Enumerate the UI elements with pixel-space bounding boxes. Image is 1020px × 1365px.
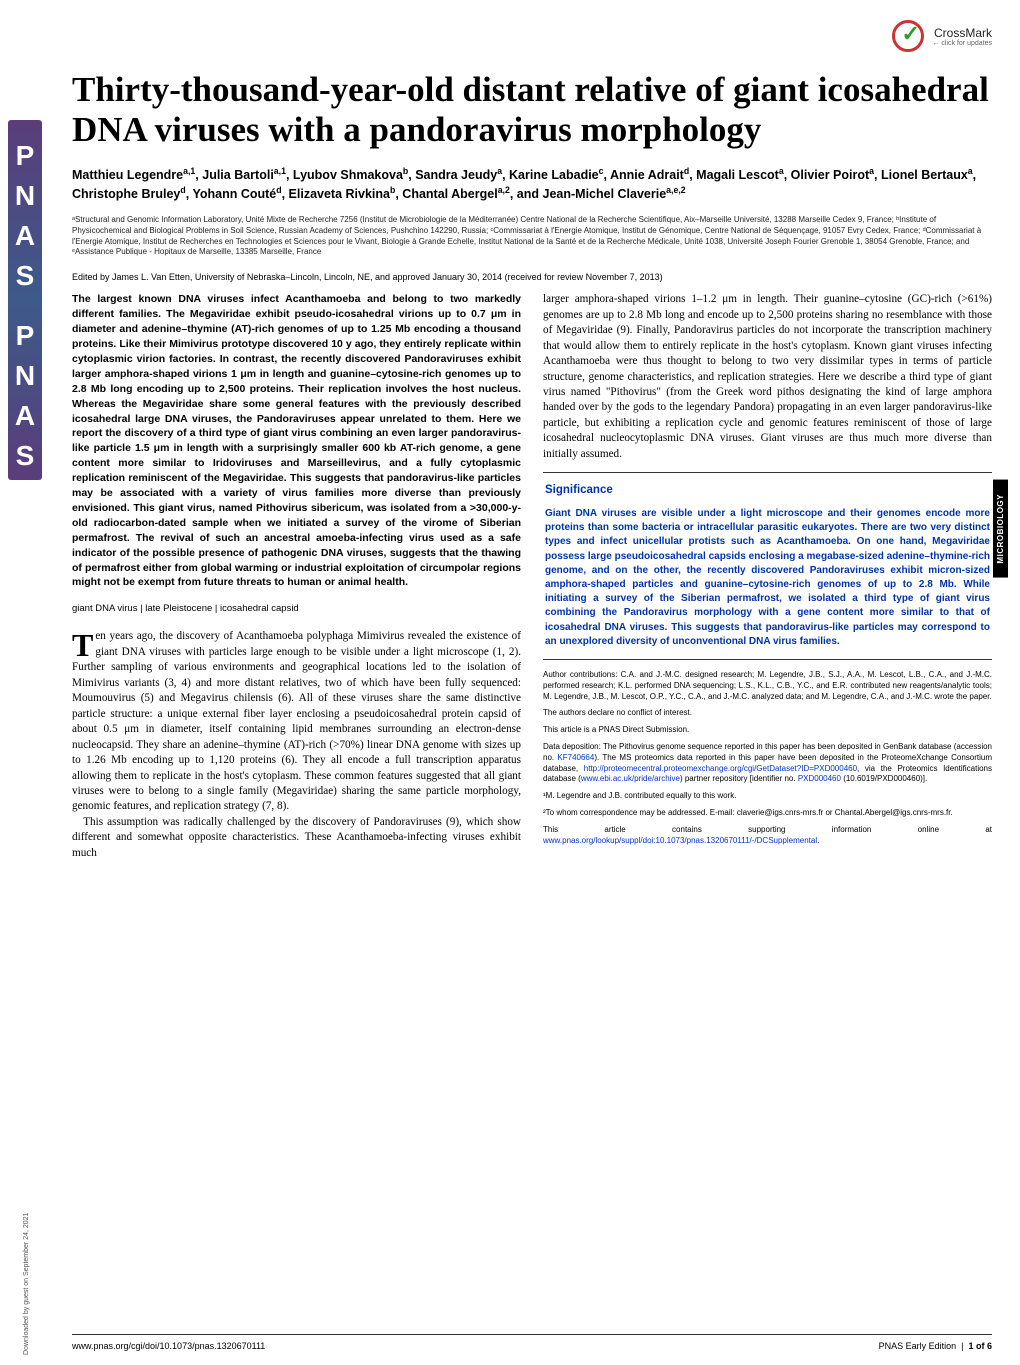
section-tab: MICROBIOLOGY (993, 480, 1008, 578)
significance-box: Significance Giant DNA viruses are visib… (543, 472, 992, 660)
crossmark-label: CrossMark ← click for updates (932, 26, 992, 47)
keywords: giant DNA virus | late Pleistocene | ico… (72, 602, 521, 615)
crossmark-subtext: ← click for updates (932, 40, 992, 47)
two-column-body: The largest known DNA viruses infect Aca… (72, 292, 992, 861)
body-right-top: larger amphora-shaped virions 1–1.2 μm i… (543, 292, 992, 462)
page-footer: www.pnas.org/cgi/doi/10.1073/pnas.132067… (72, 1334, 992, 1351)
fn-direct: This article is a PNAS Direct Submission… (543, 725, 992, 736)
footer-page: PNAS Early Edition | 1 of 6 (879, 1341, 992, 1351)
article-title: Thirty-thousand-year-old distant relativ… (72, 70, 992, 151)
crossmark-badge[interactable]: CrossMark ← click for updates (892, 20, 992, 52)
author-list: Matthieu Legendrea,1, Julia Bartolia,1, … (72, 165, 992, 204)
fn-corr: ²To whom correspondence may be addressed… (543, 808, 992, 819)
fn-coi: The authors declare no conflict of inter… (543, 708, 992, 719)
body-left: Ten years ago, the discovery of Acantham… (72, 629, 521, 861)
crossmark-icon (892, 20, 924, 52)
edited-by: Edited by James L. Van Etten, University… (72, 272, 992, 282)
fn-data: Data deposition: The Pithovirus genome s… (543, 742, 992, 785)
pnas-logo: P N A S P N A S (8, 120, 42, 480)
crossmark-text: CrossMark (934, 26, 992, 40)
journal-sidebar: P N A S P N A S Downloaded by guest on S… (0, 0, 50, 1365)
abstract: The largest known DNA viruses infect Aca… (72, 292, 521, 590)
left-column: The largest known DNA viruses infect Aca… (72, 292, 521, 861)
fn-equal: ¹M. Legendre and J.B. contributed equall… (543, 791, 992, 802)
fn-contributions: Author contributions: C.A. and J.-M.C. d… (543, 670, 992, 702)
footer-doi: www.pnas.org/cgi/doi/10.1073/pnas.132067… (72, 1341, 265, 1351)
affiliations: ᵃStructural and Genomic Information Labo… (72, 215, 992, 258)
fn-si: This article contains supporting informa… (543, 825, 992, 847)
significance-text: Giant DNA viruses are visible under a li… (545, 507, 990, 649)
right-column: larger amphora-shaped virions 1–1.2 μm i… (543, 292, 992, 861)
significance-title: Significance (545, 483, 990, 499)
article-page: CrossMark ← click for updates Thirty-tho… (72, 20, 992, 861)
download-notice: Downloaded by guest on September 24, 202… (23, 1213, 30, 1355)
